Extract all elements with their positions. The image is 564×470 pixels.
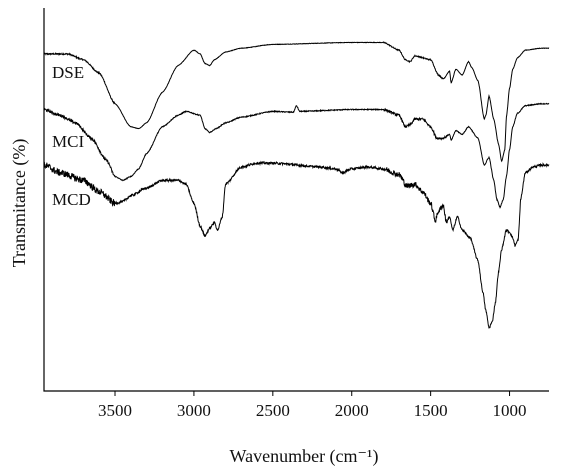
x-tick-label: 2000: [335, 401, 369, 420]
x-tick-label: 1500: [414, 401, 448, 420]
series-line-dse: [43, 41, 550, 163]
axis-frame: [43, 8, 549, 392]
y-axis-title: Transmitance (%): [9, 139, 30, 268]
x-tick-label: 3000: [177, 401, 211, 420]
x-axis: 3500 3000 2500 2000 1500 1000: [43, 8, 549, 420]
series-label-mci: MCI: [52, 132, 84, 151]
series-layer: [43, 41, 550, 329]
series-line-mci: [43, 102, 550, 209]
series-label-mcd: MCD: [52, 190, 91, 209]
label-layer: DSE MCI MCD: [52, 63, 91, 209]
x-axis-title: Wavenumber (cm⁻¹): [230, 446, 379, 467]
x-tick-label: 3500: [98, 401, 132, 420]
x-tick-label: 2500: [256, 401, 290, 420]
x-tick-label: 1000: [493, 401, 527, 420]
series-label-dse: DSE: [52, 63, 84, 82]
series-line-mcd: [43, 160, 550, 329]
